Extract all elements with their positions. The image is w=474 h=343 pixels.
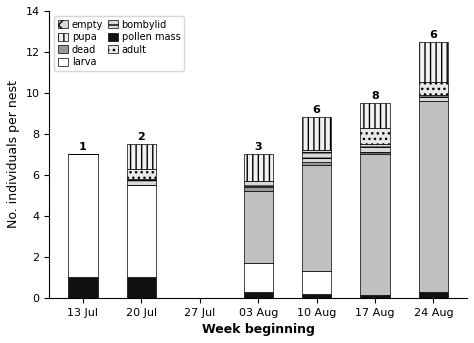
Bar: [244, 191, 273, 263]
Bar: [302, 150, 331, 162]
Bar: [68, 154, 98, 277]
Bar: [68, 277, 98, 298]
Bar: [244, 187, 273, 191]
Bar: [244, 154, 273, 181]
Bar: [302, 118, 331, 150]
Bar: [419, 101, 448, 292]
Text: 1: 1: [79, 142, 87, 152]
Bar: [302, 165, 331, 271]
Bar: [244, 263, 273, 292]
Bar: [302, 162, 331, 165]
Bar: [127, 169, 156, 179]
Text: 2: 2: [137, 132, 145, 142]
Bar: [302, 294, 331, 298]
Bar: [360, 295, 390, 298]
Bar: [302, 271, 331, 294]
Bar: [419, 42, 448, 82]
Bar: [419, 292, 448, 298]
Bar: [244, 181, 273, 187]
Bar: [360, 128, 390, 144]
Bar: [127, 144, 156, 169]
Bar: [244, 292, 273, 298]
Text: 6: 6: [429, 29, 438, 40]
Text: 3: 3: [255, 142, 262, 152]
Bar: [127, 185, 156, 277]
Bar: [127, 277, 156, 298]
Bar: [360, 154, 390, 295]
Legend: empty, pupa, dead, larva, bombylid, pollen mass, adult: empty, pupa, dead, larva, bombylid, poll…: [54, 16, 184, 71]
Bar: [419, 95, 448, 101]
Y-axis label: No. individuals per nest: No. individuals per nest: [7, 80, 20, 228]
Bar: [127, 179, 156, 185]
Text: 8: 8: [371, 91, 379, 101]
Bar: [419, 82, 448, 95]
X-axis label: Week beginning: Week beginning: [202, 323, 315, 336]
Bar: [360, 144, 390, 154]
Text: 6: 6: [313, 105, 320, 116]
Bar: [360, 103, 390, 128]
